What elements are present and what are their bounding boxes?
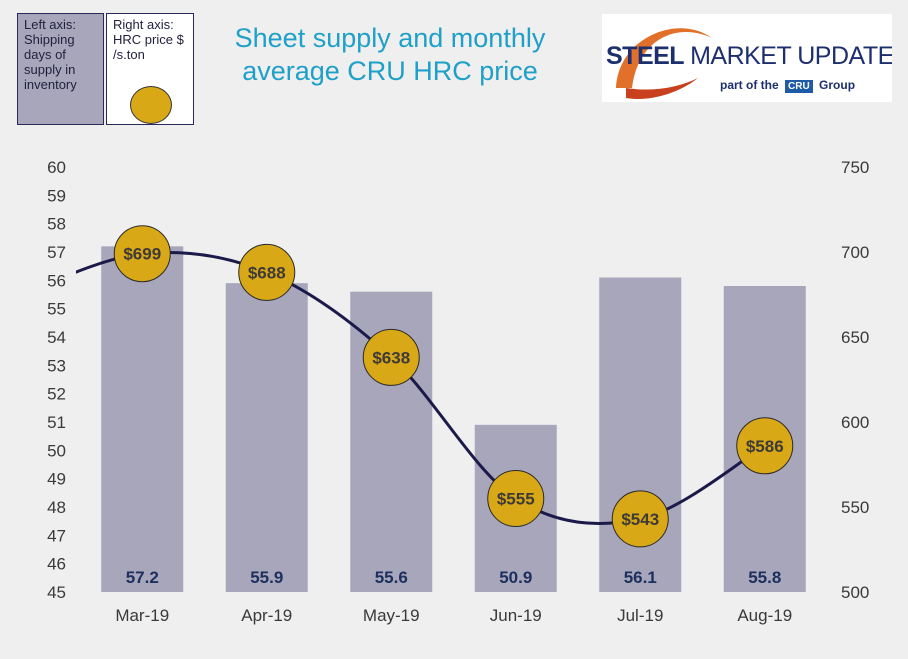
left-axis-tick: 51 [47,413,66,432]
logo-steel: STEEL [606,42,684,70]
price-dot [611,490,669,548]
x-axis-tick: Jun-19 [490,606,542,625]
right-axis-tick: 600 [841,413,869,432]
bar-value-label: 55.8 [748,568,781,587]
left-axis-tick: 53 [47,356,66,375]
logo-sub-prefix: part of the [720,78,779,92]
legend-price-dot [130,86,172,124]
price-label: $688 [248,263,286,282]
logo-swoosh-icon [616,28,712,100]
logo-subline: part of the CRU Group [720,78,855,93]
left-axis-tick: 54 [47,328,66,347]
right-axis-tick: 650 [841,328,869,347]
bar-apr-19 [225,283,308,592]
bar-value-label: 50.9 [499,568,532,587]
right-axis-tick: 550 [841,498,869,517]
price-dot [113,225,171,283]
price-dot [736,417,794,475]
logo-cru-badge: CRU [785,80,813,93]
price-dot [487,470,545,527]
left-axis-tick: 55 [47,300,66,319]
x-axis-tick: May-19 [363,606,420,625]
price-label: $699 [123,245,161,264]
left-axis-tick: 57 [47,243,66,262]
left-axis-tick: 59 [47,186,66,205]
left-axis-tick: 52 [47,385,66,404]
left-axis-tick: 58 [47,215,66,234]
x-axis-tick: Mar-19 [115,606,169,625]
left-axis-tick: 60 [47,158,66,177]
x-axis-tick: Jul-19 [617,606,663,625]
left-axis-tick: 45 [47,583,66,602]
price-label: $638 [372,348,410,367]
chart-title: Sheet supply and monthly average CRU HRC… [234,23,546,86]
bar-value-label: 55.6 [375,568,408,587]
price-dot [238,243,296,301]
price-label: $586 [746,437,784,456]
bar-value-label: 56.1 [624,568,657,587]
right-axis-tick: 750 [841,158,869,177]
legend-left-text: Left axis: Shipping days of supply in in… [24,17,77,92]
logo-sub-suffix: Group [819,78,856,92]
x-axis-tick: Apr-19 [241,606,292,625]
left-axis-tick: 48 [47,498,66,517]
legend-right-axis: Right axis: HRC price $ /s.ton [106,13,194,125]
left-axis-tick: 56 [47,271,66,290]
legend-right-text: Right axis: HRC price $ /s.ton [113,17,184,62]
bar-value-label: 57.2 [126,568,159,587]
legend-left-axis: Left axis: Shipping days of supply in in… [17,13,104,125]
left-axis-tick: 47 [47,526,66,545]
price-dot [362,328,420,386]
bar-mar-19 [101,246,184,593]
right-axis-tick: 700 [841,243,869,262]
x-axis-tick: Aug-19 [737,606,792,625]
left-axis-tick: 50 [47,441,66,460]
logo-wordmark: STEEL MARKET UPDATE [606,42,892,71]
bar-value-label: 55.9 [250,568,283,587]
logo-market-update: MARKET UPDATE [690,42,892,70]
left-axis-tick: 49 [47,470,66,489]
left-axis-tick: 46 [47,555,66,574]
price-label: $543 [621,510,659,529]
price-label: $555 [497,490,535,509]
steel-market-update-logo: STEEL MARKET UPDATE part of the CRU Grou… [602,14,892,102]
right-axis-tick: 500 [841,583,869,602]
